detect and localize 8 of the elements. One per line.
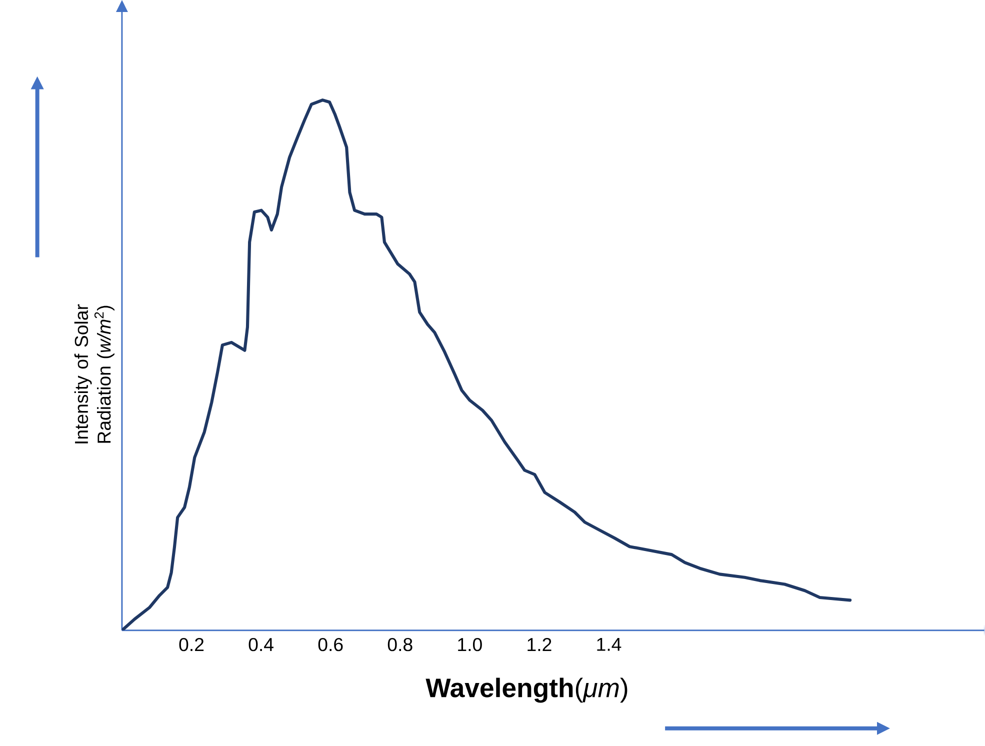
x-tick-label: 1.4 [597,638,622,651]
x-tick-label: 0.6 [318,638,343,652]
x-tick-label: 0.2 [179,638,204,652]
x-tick-label: 0.8 [388,638,412,652]
x-tick-label: 0.4 [248,638,274,652]
x-tick-label: 1.0 [458,638,482,652]
x-axis-title: Wavelength(μm) [426,678,628,703]
x-tick-label: 1.2 [528,638,552,651]
